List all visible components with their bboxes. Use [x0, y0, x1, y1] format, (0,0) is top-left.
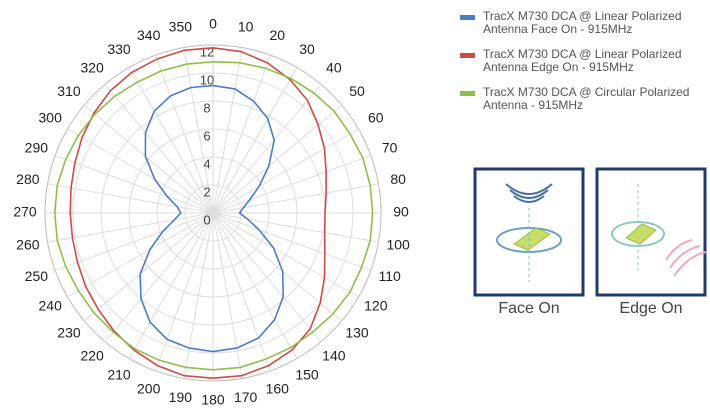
spoke [54, 155, 214, 214]
angle-label: 40 [326, 60, 342, 76]
angle-label: 340 [137, 27, 161, 43]
angle-label: 200 [137, 380, 161, 396]
series-line [53, 60, 374, 371]
legend-key [460, 91, 475, 96]
angle-label: 120 [364, 298, 388, 314]
legend-label: TracX M730 DCA @ Circular Polarized Ante… [483, 85, 690, 112]
angle-label: 320 [80, 60, 104, 76]
spoke [128, 67, 214, 214]
spoke [183, 47, 214, 214]
angle-label: 240 [39, 298, 63, 314]
angle-label: 10 [238, 19, 254, 35]
angle-label: 270 [13, 204, 37, 220]
legend-key [460, 15, 475, 20]
spoke [212, 212, 298, 359]
spoke [67, 212, 214, 298]
legend-item: TracX M730 DCA @ Linear Polarized Antenn… [460, 48, 708, 74]
angle-label: 80 [390, 171, 406, 187]
spoke [212, 67, 298, 214]
r-tick-label: 2 [203, 184, 210, 199]
angle-label: 250 [25, 268, 49, 284]
legend-item: TracX M730 DCA @ Linear Polarized Antenn… [460, 10, 708, 36]
spoke [212, 212, 359, 298]
spoke [212, 212, 379, 243]
spoke [212, 83, 322, 214]
angle-label: 300 [39, 110, 63, 126]
legend-label: TracX M730 DCA @ Linear Polarized Antenn… [483, 9, 682, 36]
spoke [212, 54, 271, 214]
angle-label: 260 [16, 236, 40, 252]
angle-label: 110 [378, 268, 401, 284]
image-caption: Edge On [619, 300, 683, 317]
angle-label: 100 [386, 236, 410, 252]
illustrations [473, 167, 707, 297]
spoke [183, 212, 214, 379]
spoke [128, 212, 214, 359]
image-caption: Face On [498, 300, 560, 317]
angle-label: 180 [201, 392, 225, 408]
angle-label: 0 [209, 16, 217, 32]
r-tick-label: 0 [203, 212, 210, 227]
angle-label: 280 [16, 171, 40, 187]
angle-label: 210 [107, 367, 131, 383]
legend-key [460, 53, 475, 58]
spoke [47, 212, 214, 243]
legend-item: TracX M730 DCA @ Circular Polarized Ante… [460, 86, 708, 112]
angle-label: 30 [299, 41, 315, 57]
series-line [69, 46, 327, 380]
spoke [212, 104, 343, 214]
spoke [83, 104, 214, 214]
angle-label: 170 [234, 389, 258, 405]
r-tick-label: 4 [203, 156, 210, 171]
polar-chart: 0 102030405060708090100110120130140150160… [13, 16, 410, 408]
r-tick-label: 12 [200, 44, 214, 59]
angle-label: 70 [382, 139, 398, 155]
angle-label: 310 [57, 83, 81, 99]
angle-label: 160 [266, 380, 290, 396]
angle-label: 130 [345, 325, 369, 341]
angle-label: 190 [169, 389, 193, 405]
spoke [212, 128, 359, 214]
spoke [54, 212, 214, 271]
spoke [155, 54, 214, 214]
spoke [212, 212, 372, 271]
angle-label: 350 [169, 19, 193, 35]
r-tick-label: 8 [203, 100, 210, 115]
spoke [47, 183, 214, 214]
angle-label: 330 [107, 41, 131, 57]
edge-on-illustration [611, 184, 707, 277]
r-tick-label: 10 [200, 72, 214, 87]
angle-label: 50 [349, 83, 365, 99]
spoke [104, 212, 214, 343]
spoke [212, 155, 372, 214]
spoke [212, 47, 243, 214]
face-on-illustration [496, 183, 562, 282]
spoke [67, 128, 214, 214]
angle-label: 230 [57, 325, 81, 341]
spoke [212, 212, 322, 343]
spoke [104, 83, 214, 214]
angle-label: 60 [368, 110, 384, 126]
angle-label: 220 [80, 348, 104, 364]
angle-label: 150 [295, 367, 319, 383]
angle-label: 140 [322, 348, 346, 364]
spoke [212, 212, 243, 379]
series-line [139, 84, 285, 353]
angle-label: 290 [25, 139, 49, 155]
angle-label: 90 [393, 204, 409, 220]
legend-label: TracX M730 DCA @ Linear Polarized Antenn… [483, 47, 682, 74]
angle-label: 20 [270, 27, 286, 43]
spoke [83, 212, 214, 322]
spoke [212, 183, 379, 214]
spoke [155, 212, 214, 372]
spoke [212, 212, 271, 372]
r-tick-label: 6 [203, 128, 210, 143]
